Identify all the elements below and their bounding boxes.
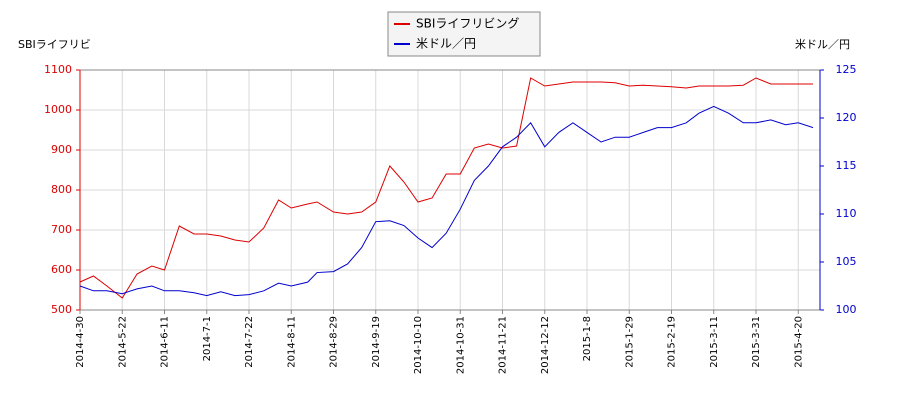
series-line	[79, 105, 814, 297]
legend-label: SBIライフリビング	[416, 17, 519, 31]
y-tick-label: 1100	[44, 63, 72, 76]
y2-tick-label: 125	[836, 63, 857, 76]
y-tick-label: 800	[51, 183, 72, 196]
y2-tick-label: 105	[836, 255, 857, 268]
y2-tick-label: 110	[836, 207, 857, 220]
x-tick-label: 2014-7-22	[244, 316, 255, 368]
x-tick-label: 2014-12-12	[540, 316, 551, 374]
y-tick-label: 600	[51, 263, 72, 276]
x-tick-label: 2014-6-11	[160, 316, 171, 368]
series-line	[79, 77, 814, 299]
x-tick-label: 2014-8-29	[329, 316, 340, 368]
x-tick-label: 2015-3-31	[751, 316, 762, 368]
x-tick-label: 2014-5-22	[117, 316, 128, 368]
y-tick-label: 1000	[44, 103, 72, 116]
x-tick-label: 2014-10-10	[413, 316, 424, 374]
legend-label: 米ドル／円	[416, 37, 476, 51]
x-tick-label: 2015-1-8	[582, 316, 593, 361]
y2-tick-label: 115	[836, 159, 857, 172]
y-axis-label: SBIライフリビ	[18, 38, 91, 51]
x-tick-label: 2015-3-11	[709, 316, 720, 368]
x-tick-label: 2014-9-19	[371, 316, 382, 368]
y2-tick-label: 100	[836, 303, 857, 316]
x-tick-label: 2014-11-21	[498, 316, 509, 374]
x-tick-label: 2014-4-30	[75, 316, 86, 368]
x-tick-label: 2014-7-1	[202, 316, 213, 361]
x-tick-label: 2015-4-20	[793, 316, 804, 368]
legend	[387, 11, 541, 57]
x-tick-label: 2014-8-11	[286, 316, 297, 368]
x-tick-label: 2015-2-19	[667, 316, 678, 368]
x-tick-label: 2014-10-31	[455, 316, 466, 374]
y-tick-label: 500	[51, 303, 72, 316]
y2-axis-label: 米ドル／円	[795, 38, 850, 51]
y-tick-label: 900	[51, 143, 72, 156]
y2-tick-label: 120	[836, 111, 857, 124]
y-tick-label: 700	[51, 223, 72, 236]
x-tick-label: 2015-1-29	[624, 316, 635, 368]
